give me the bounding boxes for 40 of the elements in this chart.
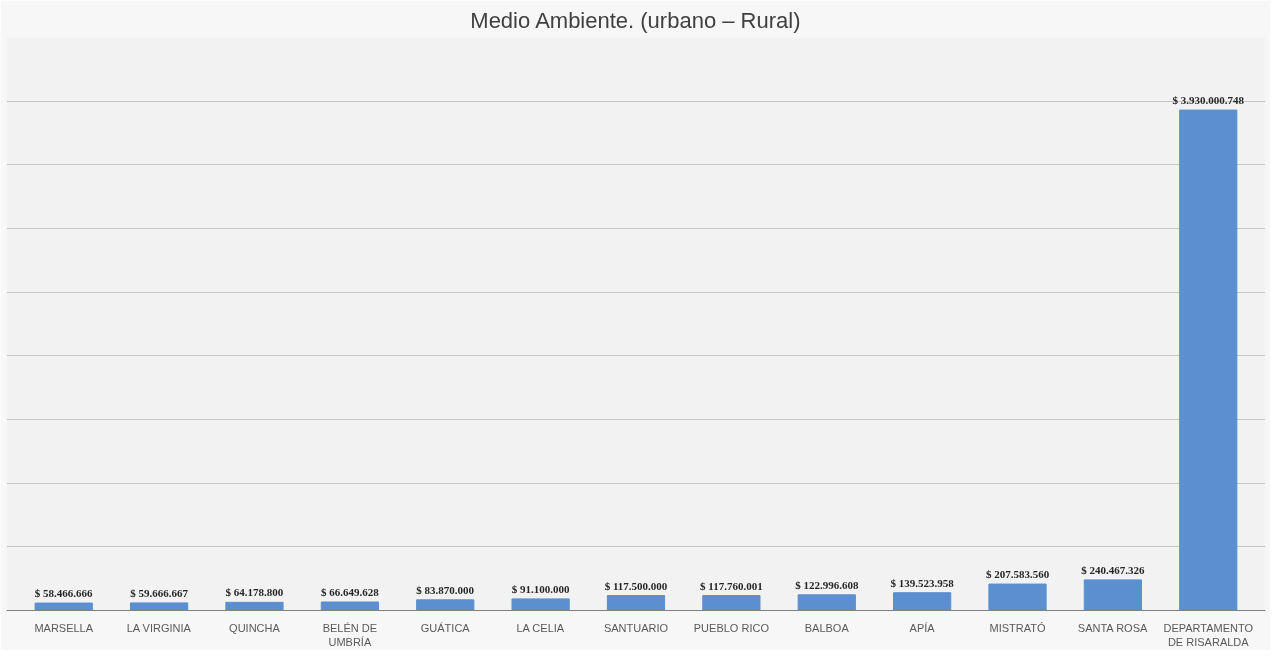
bar bbox=[225, 601, 284, 611]
bar bbox=[129, 602, 189, 611]
bar bbox=[511, 598, 570, 611]
data-label: $ 240.467.326 bbox=[1081, 563, 1146, 576]
bar bbox=[988, 583, 1047, 611]
bar bbox=[1179, 109, 1238, 611]
data-label: $ 3.930.000.748 bbox=[1172, 94, 1245, 107]
bar bbox=[34, 602, 93, 611]
bar bbox=[606, 595, 666, 611]
x-tick-label: MISTRATÓ bbox=[989, 621, 1046, 634]
data-label: $ 58.466.666 bbox=[34, 587, 94, 600]
x-tick-label: SANTA ROSA bbox=[1077, 621, 1148, 634]
x-tick-label: QUINCHA bbox=[229, 621, 281, 634]
data-label: $ 64.178.800 bbox=[225, 586, 284, 599]
data-label: $ 66.649.628 bbox=[320, 586, 380, 599]
x-tick-label: DEPARTAMENTO DE RISARALDA bbox=[1163, 621, 1254, 648]
data-label: $ 117.500.000 bbox=[604, 579, 668, 592]
x-tick-label: MARSELLA bbox=[34, 621, 94, 634]
x-tick-label: BALBOA bbox=[804, 621, 850, 634]
chart-title: Medio Ambiente. (urbano – Rural) bbox=[470, 7, 801, 33]
x-tick-label: LA VIRGINIA bbox=[126, 621, 192, 634]
bar bbox=[416, 599, 475, 611]
data-label: $ 91.100.000 bbox=[511, 582, 570, 595]
bar bbox=[320, 601, 379, 611]
x-tick-label: PUEBLO RICO bbox=[693, 621, 770, 634]
data-label: $ 83.870.000 bbox=[416, 583, 475, 596]
x-tick-label: GUÁTICA bbox=[420, 621, 471, 634]
bar bbox=[797, 594, 856, 611]
bar bbox=[893, 592, 952, 611]
bar bbox=[1083, 579, 1143, 611]
data-label: $ 207.583.560 bbox=[985, 568, 1050, 581]
data-label: $ 139.523.958 bbox=[890, 576, 955, 589]
data-label: $ 117.760.001 bbox=[700, 579, 763, 592]
data-label: $ 59.666.667 bbox=[130, 586, 189, 599]
x-tick-label: BELÉN DE UMBRÍA bbox=[322, 621, 378, 648]
x-tick-label: LA CELIA bbox=[516, 621, 565, 634]
x-tick-label: APÍA bbox=[909, 621, 936, 634]
bar bbox=[702, 595, 761, 611]
x-tick-label: SANTUARIO bbox=[603, 621, 669, 634]
data-label: $ 122.996.608 bbox=[795, 578, 859, 591]
